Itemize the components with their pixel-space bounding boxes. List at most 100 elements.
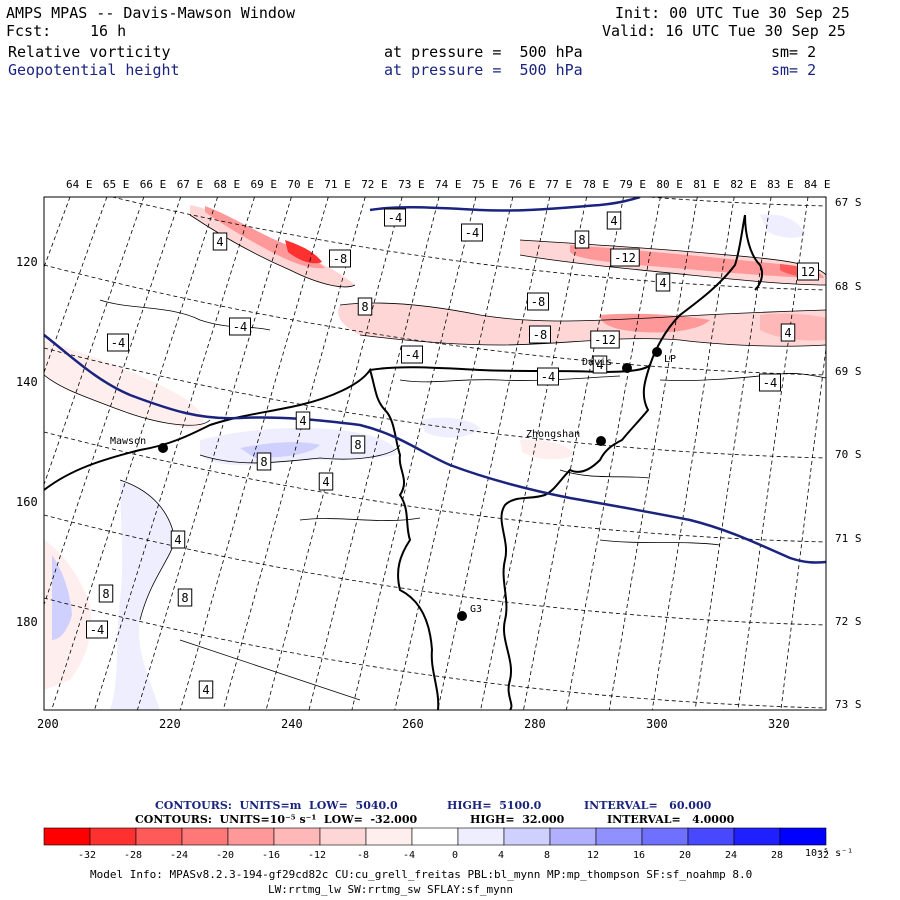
field-2-smoothing: sm= 2 [771, 61, 817, 79]
y-tick-label: 140 [16, 375, 38, 389]
latitude-label: 70 S [835, 448, 862, 461]
longitude-label: 78 E [583, 178, 610, 191]
field-1-name: Relative vorticity [8, 43, 171, 61]
meridian-line [394, 197, 514, 710]
latitude-label: 72 S [835, 615, 862, 628]
y-tick-label: 180 [16, 615, 38, 629]
contour-label: -4 [233, 320, 247, 334]
contour-label: -8 [533, 328, 547, 342]
meridian-line [351, 197, 477, 710]
contour-label-box [350, 435, 366, 454]
station-marker [652, 347, 662, 357]
colorbar-swatch [365, 827, 413, 846]
contour-label-box [527, 292, 549, 311]
contour-label: 8 [361, 300, 368, 314]
colorbar-tick-label: 16 [633, 850, 645, 861]
contour-label-box [759, 373, 781, 392]
meridian-line [179, 197, 329, 710]
contour-label-box [537, 367, 559, 386]
x-tick-label: 240 [281, 717, 303, 731]
contour-label-box [170, 530, 186, 549]
longitude-label: 74 E [435, 178, 462, 191]
contour-label: 8 [578, 233, 585, 247]
contour-label: 8 [102, 587, 109, 601]
longitude-label: 79 E [620, 178, 647, 191]
contour-label: -8 [333, 252, 347, 266]
meridian-line [737, 197, 809, 710]
station-marker [457, 611, 467, 621]
meridian-line [222, 197, 366, 710]
longitude-label: 65 E [103, 178, 129, 191]
longitude-label: 73 E [398, 178, 425, 191]
station-label: Zhongshan [526, 429, 580, 440]
colorbar-swatch [687, 827, 735, 846]
contour-label: 4 [784, 326, 791, 340]
x-tick-label: 260 [402, 717, 424, 731]
meridian-line [780, 345, 826, 710]
colorbar-tick-label: 0 [452, 850, 458, 861]
station-marker [158, 443, 168, 453]
contour-label-box [107, 333, 129, 352]
contour-label: 8 [354, 438, 361, 452]
colorbar-tick-label: 12 [587, 850, 599, 861]
colorbar [43, 827, 827, 846]
contour-label-box [461, 223, 483, 242]
plot-frame [43, 196, 827, 711]
contour-label-box [229, 317, 251, 336]
meridian-line [94, 197, 255, 710]
y-tick-label: 120 [16, 255, 38, 269]
longitude-label: 66 E [140, 178, 167, 191]
contour-label: -4 [763, 376, 777, 390]
latitude-label: 73 S [835, 698, 862, 711]
x-tick-label: 280 [524, 717, 546, 731]
contour-label-box [590, 330, 620, 349]
meridian-line [137, 197, 292, 710]
height-contours-high: HIGH= 5100.0 [447, 799, 542, 812]
longitude-label: 67 E [177, 178, 204, 191]
geopotential-height-contours [44, 197, 826, 564]
colorbar-tick-label: -12 [308, 850, 326, 861]
contour-label: -8 [531, 295, 545, 309]
colorbar-ticks: -32 -28 -24 -20 -16 -12 -8 -4 0 4 8 12 16 20 24 28 3210⁻… [78, 848, 853, 861]
contour-label: 4 [299, 414, 306, 428]
contour-label-box [198, 680, 214, 699]
colorbar-tick-label: -8 [357, 850, 369, 861]
x-tick-label: 320 [768, 717, 790, 731]
colorbar-tick-label: 32 [817, 850, 829, 861]
contour-label-box [610, 248, 640, 267]
contour-label-box [318, 472, 334, 491]
parallel-line [44, 347, 826, 459]
field-1-smoothing: sm= 2 [771, 43, 817, 61]
x-axis-ticks: 200 220 240 260 280 300 320 [37, 717, 790, 731]
field-2-level: at pressure = 500 hPa [384, 61, 583, 79]
colorbar-tick-label: 24 [725, 850, 737, 861]
contour-label-box [401, 345, 423, 364]
contour-label-box [98, 584, 114, 603]
longitude-label: 72 E [361, 178, 388, 191]
station-label: Mawson [110, 436, 146, 447]
valid-time: Valid: 16 UTC Tue 30 Sep 25 [602, 22, 846, 40]
contour-label-box [780, 323, 796, 342]
field-2-name: Geopotential height [8, 61, 180, 79]
colorbar-swatch [595, 827, 643, 846]
contour-label: 4 [216, 235, 223, 249]
colorbar-tick-label: 4 [498, 850, 504, 861]
height-contours-info: CONTOURS: UNITS=m LOW= 5040.0 [155, 799, 398, 812]
contour-label-box [295, 411, 311, 430]
latitude-labels: 67 S 68 S 69 S 70 S 71 S 72 S 73 S [835, 196, 862, 711]
longitude-label: 76 E [509, 178, 536, 191]
longitude-label: 68 E [214, 178, 241, 191]
x-tick-label: 300 [646, 717, 668, 731]
longitude-label: 64 E [66, 178, 93, 191]
colorbar-tick-label: -28 [124, 850, 142, 861]
contour-label-box [212, 232, 228, 251]
colorbar-swatch [549, 827, 597, 846]
contour-label-box [797, 262, 819, 281]
parallel-line [44, 514, 826, 626]
colorbar-swatch [135, 827, 183, 846]
contour-label: 4 [596, 358, 603, 372]
model-info-line-2: LW:rrtmg_lw SW:rrtmg_sw SFLAY:sf_mynn [268, 883, 514, 896]
longitude-label: 75 E [472, 178, 499, 191]
station-marker [596, 436, 606, 446]
